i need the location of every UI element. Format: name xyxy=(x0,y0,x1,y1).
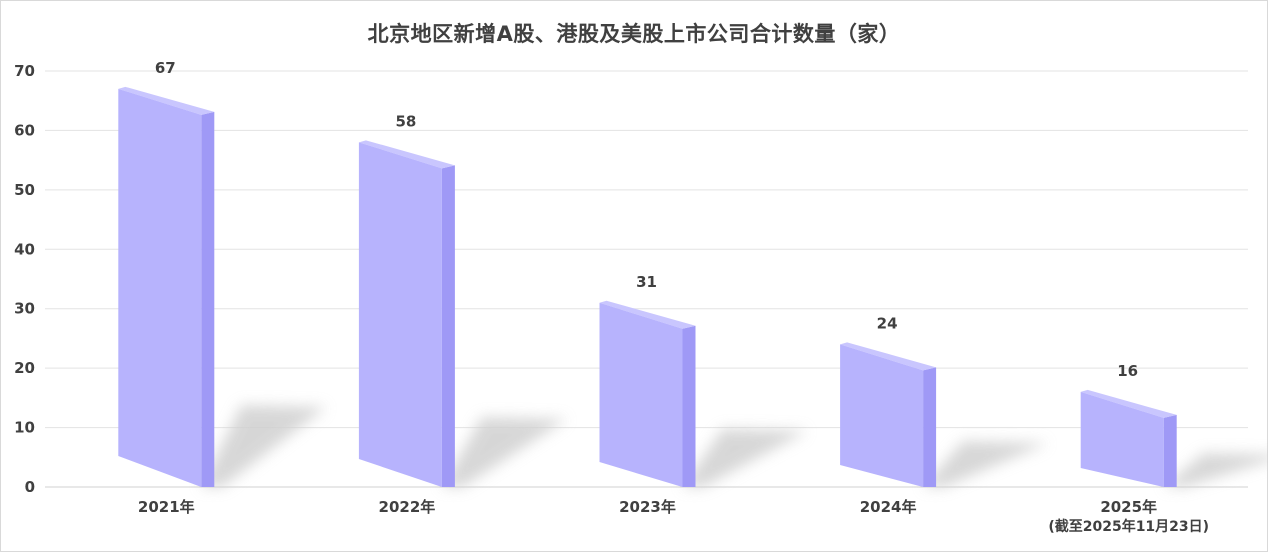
x-tick-label: 2022年 xyxy=(379,498,436,516)
bar xyxy=(840,344,924,487)
bar xyxy=(118,88,202,487)
bar xyxy=(599,302,683,487)
x-tick-label: 2023年 xyxy=(619,498,676,516)
bar-side xyxy=(923,367,937,487)
bar-top xyxy=(599,300,696,329)
data-label: 16 xyxy=(1117,362,1138,380)
bar-shadow xyxy=(682,429,808,487)
y-tick-label: 60 xyxy=(14,121,35,139)
bar-shadows xyxy=(201,405,1268,487)
bar-side xyxy=(201,111,215,487)
bar-shadow xyxy=(441,417,567,487)
y-tick-label: 20 xyxy=(14,359,35,377)
bar-top xyxy=(1080,389,1177,418)
y-tick-label: 70 xyxy=(14,62,35,80)
bar-shadow xyxy=(1163,453,1268,487)
data-label: 67 xyxy=(155,59,176,77)
x-tick-label: 2021年 xyxy=(138,498,195,516)
data-label: 24 xyxy=(877,314,898,332)
y-tick-label: 10 xyxy=(14,419,35,437)
bar-top xyxy=(840,342,937,371)
bars: 67 58 31 24 16 xyxy=(118,59,1177,488)
y-tick-label: 50 xyxy=(14,181,35,199)
data-label: 31 xyxy=(636,273,657,291)
bar xyxy=(358,142,442,488)
y-tick-label: 0 xyxy=(25,478,35,496)
y-tick-label: 40 xyxy=(14,240,35,258)
bar-top xyxy=(118,86,215,115)
y-tick-label: 30 xyxy=(14,300,35,318)
bar-shadow xyxy=(923,441,1049,487)
bar-side xyxy=(441,165,455,488)
x-tick-label: 2024年 xyxy=(860,498,917,516)
y-axis: 0 10 20 30 40 50 60 70 xyxy=(14,62,35,496)
x-tick-sublabel: (截至2025年11月23日) xyxy=(1048,518,1209,535)
chart-title: 北京地区新增A股、港股及美股上市公司合计数量（家） xyxy=(367,22,901,46)
bar xyxy=(1080,391,1164,487)
bar-side xyxy=(1163,414,1177,487)
bar-side xyxy=(682,325,696,487)
x-tick-label: 2025年 xyxy=(1100,498,1157,516)
bar-shadow xyxy=(201,405,327,487)
x-axis: 2021年 2022年 2023年 2024年 2025年 (截至2025年11月23日) xyxy=(138,498,1209,535)
data-label: 58 xyxy=(395,112,416,130)
bar-top xyxy=(358,140,455,169)
